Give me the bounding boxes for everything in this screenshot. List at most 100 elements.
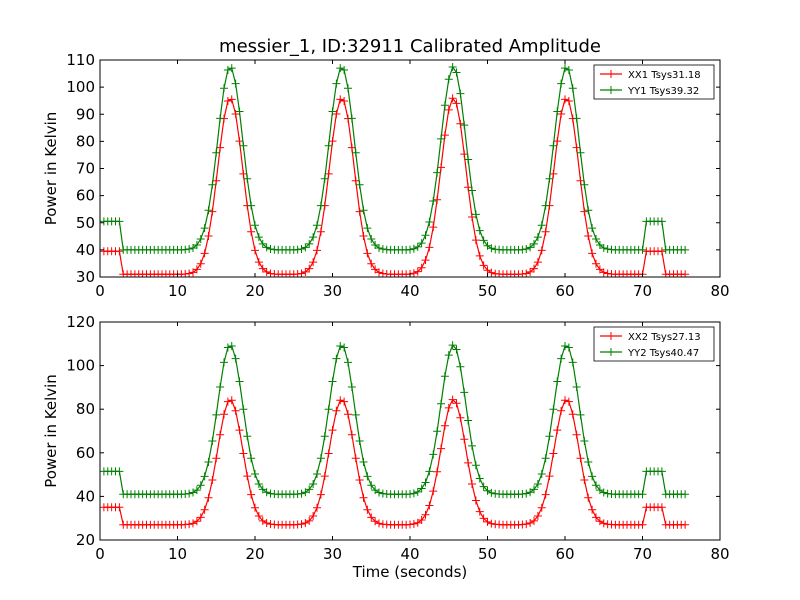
data-point <box>231 79 240 88</box>
data-point <box>231 406 240 415</box>
x-tick-label: 0 <box>95 282 105 300</box>
data-point <box>220 84 228 93</box>
data-point <box>247 454 256 463</box>
data-point <box>301 267 310 276</box>
data-point <box>359 493 368 502</box>
data-point <box>204 493 213 502</box>
data-point <box>324 141 333 150</box>
data-point <box>363 224 372 233</box>
data-point <box>254 258 263 267</box>
data-point <box>243 174 252 183</box>
data-point <box>316 490 325 499</box>
x-tick-label: 70 <box>633 545 652 563</box>
data-point <box>192 240 201 249</box>
legend-label: YY1 Tsys39.32 <box>627 86 699 97</box>
data-point <box>355 180 364 189</box>
data-point <box>522 269 531 277</box>
x-tick-label: 10 <box>168 282 187 300</box>
data-point <box>351 148 360 157</box>
legend-item: XX1 Tsys31.18 <box>600 70 701 81</box>
data-point <box>464 458 473 467</box>
data-point <box>440 421 449 430</box>
data-point <box>192 486 201 495</box>
data-point <box>204 206 213 215</box>
data-point <box>181 245 190 254</box>
data-point <box>580 437 589 446</box>
data-point <box>406 490 414 498</box>
data-point <box>185 489 194 498</box>
data-point <box>681 490 690 499</box>
legend-item: YY2 Tsys40.47 <box>600 348 699 359</box>
data-point <box>344 358 352 367</box>
data-point <box>293 245 302 254</box>
data-point <box>475 226 484 235</box>
data-point <box>262 488 271 497</box>
data-point <box>433 168 442 177</box>
data-point <box>471 236 480 245</box>
data-point <box>367 235 376 244</box>
data-point <box>657 503 666 512</box>
data-point <box>324 449 333 458</box>
data-point <box>247 201 256 210</box>
data-point <box>305 264 314 273</box>
y-tick-label: 70 <box>76 160 95 178</box>
data-point <box>440 101 449 110</box>
data-point <box>588 249 597 258</box>
data-point <box>216 114 225 123</box>
y-tick-label: 110 <box>66 51 95 69</box>
data-point <box>200 505 209 514</box>
data-point <box>332 406 341 415</box>
data-point <box>406 520 414 529</box>
data-point <box>305 239 314 248</box>
data-point <box>537 503 546 512</box>
data-point <box>344 410 352 419</box>
data-point <box>460 121 469 130</box>
data-point <box>363 249 372 258</box>
y-tick-label: 60 <box>76 187 95 205</box>
data-point <box>223 66 232 75</box>
data-point <box>115 247 124 256</box>
data-point <box>359 206 368 215</box>
y-tick-label: 40 <box>76 241 95 259</box>
y-tick-label: 120 <box>66 313 95 331</box>
data-point <box>262 519 271 527</box>
data-point <box>239 141 248 150</box>
data-point <box>545 472 554 481</box>
data-point <box>332 354 341 363</box>
y-tick-label: 20 <box>76 531 95 549</box>
data-point <box>456 362 465 371</box>
data-point <box>568 84 577 93</box>
data-point <box>545 174 554 183</box>
data-point <box>227 396 236 405</box>
data-point <box>471 461 480 470</box>
data-point <box>223 96 232 105</box>
y-tick-label: 50 <box>76 214 95 232</box>
data-point <box>483 517 492 526</box>
data-point <box>340 96 349 105</box>
data-point <box>417 484 426 493</box>
x-tick-label: 30 <box>323 545 342 563</box>
data-point <box>452 345 461 354</box>
data-point <box>239 405 248 414</box>
data-point <box>580 476 589 485</box>
data-point <box>313 246 321 255</box>
legend-marker <box>607 348 615 356</box>
data-point <box>196 235 205 244</box>
data-point <box>425 217 434 226</box>
data-point <box>413 487 422 496</box>
data-point <box>309 512 318 521</box>
data-point <box>592 513 600 522</box>
data-point <box>561 341 569 350</box>
data-point <box>452 99 461 108</box>
data-point <box>553 377 562 386</box>
data-point <box>324 169 333 178</box>
data-point <box>576 148 585 157</box>
x-tick-label: 50 <box>478 282 497 300</box>
data-point <box>258 264 267 273</box>
data-point <box>192 517 201 526</box>
data-point <box>549 449 558 458</box>
data-point <box>421 256 430 265</box>
data-point <box>247 490 256 499</box>
